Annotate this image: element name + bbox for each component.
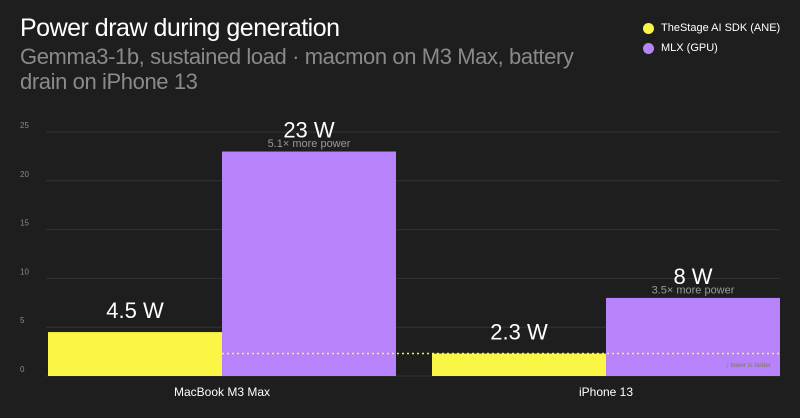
y-tick-label-0: 0 [20,365,25,374]
legend-swatch-thestage [643,22,654,34]
y-tick-label-15: 15 [20,219,29,228]
chart-title: Power draw during generation [20,14,340,42]
y-tick-label-5: 5 [20,316,25,325]
legend-label-thestage: TheStage AI SDK (ANE) [661,22,781,34]
value-label-mlx-1: 8 W [673,264,712,289]
bar-mlx-1 [606,297,780,376]
x-tick-label-0: MacBook M3 Max [174,385,270,399]
legend-swatch-mlx [643,42,654,54]
legend: TheStage AI SDK (ANE) MLX (GPU) [643,18,780,58]
value-label-thestage-0: 4.5 W [106,298,164,323]
bar-thestage-1 [432,353,606,376]
value-label-mlx-0: 23 W [283,118,335,143]
ratio-note-0: 5.1× more power [268,138,351,150]
value-label-thestage-1: 2.3 W [490,320,548,345]
y-tick-label-20: 20 [20,170,29,179]
x-tick-label-1: iPhone 13 [579,385,633,399]
legend-item-thestage: TheStage AI SDK (ANE) [643,18,780,38]
legend-item-mlx: MLX (GPU) [643,38,780,58]
chart-subtitle: Gemma3-1b, sustained load · macmon on M3… [20,44,574,94]
ratio-note-1: 3.5× more power [652,284,735,296]
reference-line-label: ↓ lower is better [725,362,771,369]
legend-label-mlx: MLX (GPU) [661,42,718,54]
y-tick-label-25: 25 [20,121,29,130]
bar-mlx-0 [222,151,396,376]
bar-thestage-0 [48,332,222,376]
y-tick-label-10: 10 [20,267,29,276]
